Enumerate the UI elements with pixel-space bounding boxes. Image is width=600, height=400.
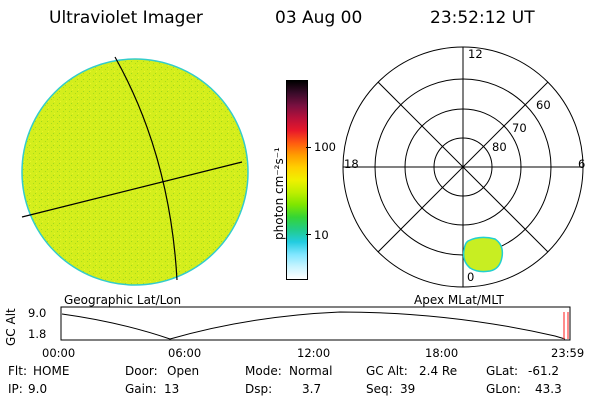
status-flt-value: HOME bbox=[33, 364, 70, 378]
colorbar-unit-label: photon cm⁻²s⁻¹ bbox=[272, 147, 286, 240]
timeline-xtick-0600: 06:00 bbox=[168, 346, 202, 360]
geographic-caption: Geographic Lat/Lon bbox=[64, 293, 182, 307]
geographic-image-panel bbox=[21, 56, 249, 286]
status-ip-value: 9.0 bbox=[28, 382, 48, 396]
status-ip-label: IP: bbox=[8, 382, 23, 396]
status-gain-label: Gain: bbox=[125, 382, 157, 396]
polar-diagonal-2 bbox=[377, 81, 549, 253]
earth-disk bbox=[21, 58, 249, 286]
status-dsp-value: 3.7 bbox=[302, 382, 322, 396]
aurora-patch bbox=[462, 236, 504, 273]
mlt-label-12: 12 bbox=[468, 47, 483, 61]
colorbar-label-100: 100 bbox=[314, 140, 336, 154]
status-glon-label: GLon: bbox=[486, 382, 521, 396]
colorbar bbox=[286, 80, 308, 280]
status-mode-label: Mode: bbox=[245, 364, 282, 378]
timeline-frame bbox=[60, 306, 571, 341]
status-seq-label: Seq: bbox=[366, 382, 393, 396]
meridian-line bbox=[114, 56, 178, 281]
status-door-value: Open bbox=[167, 364, 200, 378]
status-flt-label: Flt: bbox=[8, 364, 27, 378]
mlt-label-18: 18 bbox=[344, 157, 359, 171]
mlat-label-60: 60 bbox=[536, 98, 551, 112]
timeline-xtick-2359: 23:59 bbox=[551, 346, 585, 360]
instrument-title: Ultraviolet Imager bbox=[49, 8, 203, 28]
date-label: 03 Aug 00 bbox=[275, 8, 363, 28]
status-gcalt-label: GC Alt: bbox=[366, 364, 408, 378]
timeline-y-title: GC Alt bbox=[4, 308, 18, 346]
colorbar-tick-10 bbox=[306, 234, 311, 235]
status-gain-value: 13 bbox=[164, 382, 180, 396]
status-glat-value: -61.2 bbox=[528, 364, 560, 378]
status-glat-label: GLat: bbox=[486, 364, 519, 378]
time-label: 23:52:12 UT bbox=[430, 8, 535, 28]
status-dsp-label: Dsp: bbox=[245, 382, 273, 396]
mlat-label-80: 80 bbox=[492, 140, 507, 154]
timeline-ytick-9: 9.0 bbox=[28, 306, 47, 320]
status-gcalt-value: 2.4 Re bbox=[419, 364, 458, 378]
colorbar-tick-100 bbox=[306, 147, 311, 148]
timeline-ytick-1-8: 1.8 bbox=[28, 327, 47, 341]
timeline-xtick-1800: 18:00 bbox=[425, 346, 459, 360]
polar-plot bbox=[342, 46, 584, 288]
altitude-timeline bbox=[60, 306, 571, 341]
altitude-curve bbox=[61, 311, 566, 340]
mlt-label-0: 0 bbox=[467, 270, 475, 284]
status-door-label: Door: bbox=[125, 364, 158, 378]
apex-caption: Apex MLat/MLT bbox=[414, 293, 504, 307]
status-seq-value: 39 bbox=[400, 382, 416, 396]
status-mode-value: Normal bbox=[289, 364, 333, 378]
timeline-xtick-0000: 00:00 bbox=[42, 346, 76, 360]
colorbar-label-10: 10 bbox=[314, 228, 329, 242]
parallel-line bbox=[21, 161, 243, 218]
timeline-xtick-1200: 12:00 bbox=[297, 346, 331, 360]
mlt-label-6: 6 bbox=[578, 157, 586, 171]
status-glon-value: 43.3 bbox=[535, 382, 562, 396]
mlat-label-70: 70 bbox=[512, 121, 527, 135]
